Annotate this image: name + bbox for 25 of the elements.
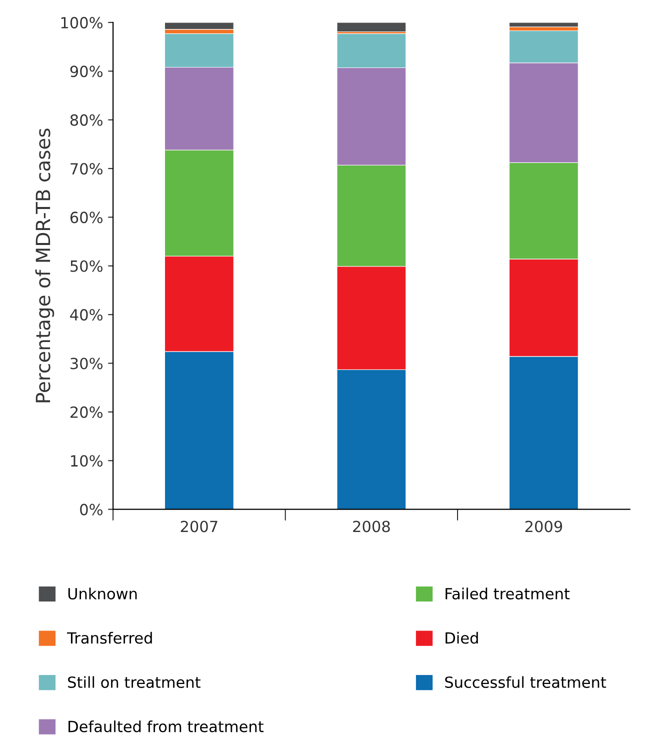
y-tick-label: 50% bbox=[70, 260, 102, 272]
legend-label: Unknown bbox=[68, 588, 137, 600]
y-tick-label: 100% bbox=[61, 16, 102, 28]
y-tick-label: 80% bbox=[70, 114, 102, 126]
legend-label: Defaulted from treatment bbox=[68, 720, 264, 732]
y-axis-title: Percentage of MDR-TB cases bbox=[35, 128, 54, 402]
y-tick-label: 90% bbox=[70, 66, 102, 78]
bar bbox=[164, 22, 234, 30]
legend-label: Still on treatment bbox=[68, 676, 200, 688]
y-tick-label: 40% bbox=[70, 309, 102, 321]
legend-label: Died bbox=[446, 632, 478, 644]
y-tick-label: 60% bbox=[70, 212, 102, 224]
x-tick-label: 2009 bbox=[525, 520, 562, 532]
y-tick-label: 0% bbox=[80, 504, 102, 516]
legend-label: Successful treatment bbox=[445, 676, 606, 688]
y-tick-label: 20% bbox=[70, 406, 102, 418]
x-tick-label: 2007 bbox=[180, 520, 218, 532]
y-tick-label: 10% bbox=[71, 455, 102, 467]
bar bbox=[508, 22, 578, 28]
bar bbox=[336, 22, 406, 32]
y-tick-label: 70% bbox=[70, 162, 102, 175]
legend-label: Transferred bbox=[67, 632, 152, 644]
legend-label: Failed treatment bbox=[446, 588, 570, 600]
y-tick-label: 30% bbox=[70, 358, 102, 370]
x-tick-label: 2008 bbox=[353, 520, 390, 532]
